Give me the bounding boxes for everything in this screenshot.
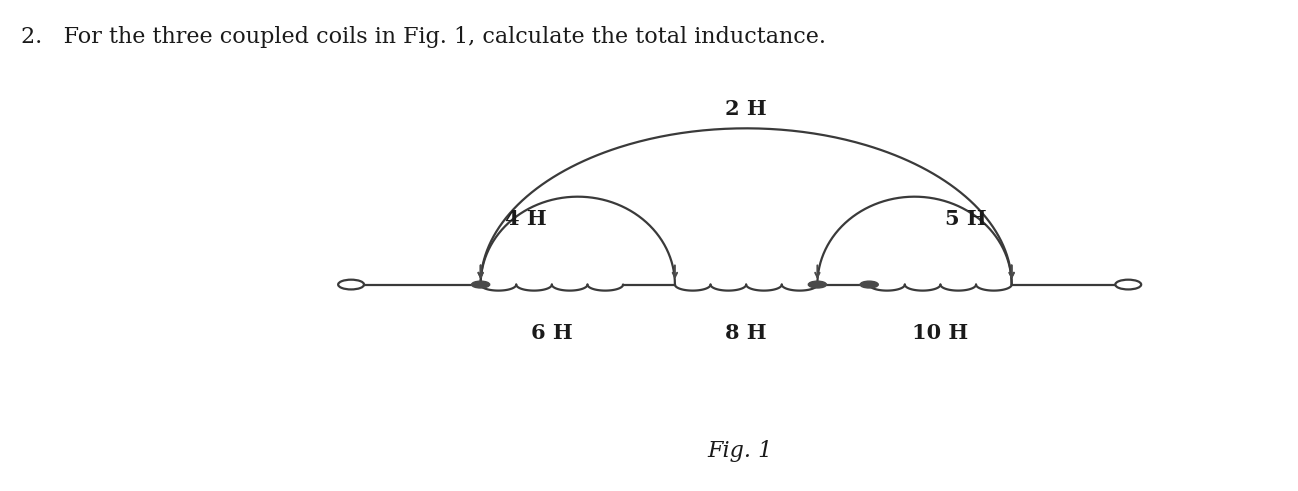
Text: 8 H: 8 H [726,324,767,343]
Text: 2 H: 2 H [726,99,767,119]
Text: Fig. 1: Fig. 1 [707,439,772,462]
Text: 2.   For the three coupled coils in Fig. 1, calculate the total inductance.: 2. For the three coupled coils in Fig. 1… [21,26,826,48]
Text: 4 H: 4 H [505,209,546,229]
Text: 6 H: 6 H [531,324,572,343]
Circle shape [809,281,827,288]
Circle shape [861,281,879,288]
Text: 5 H: 5 H [945,209,988,229]
Text: 10 H: 10 H [912,324,968,343]
Circle shape [471,281,489,288]
